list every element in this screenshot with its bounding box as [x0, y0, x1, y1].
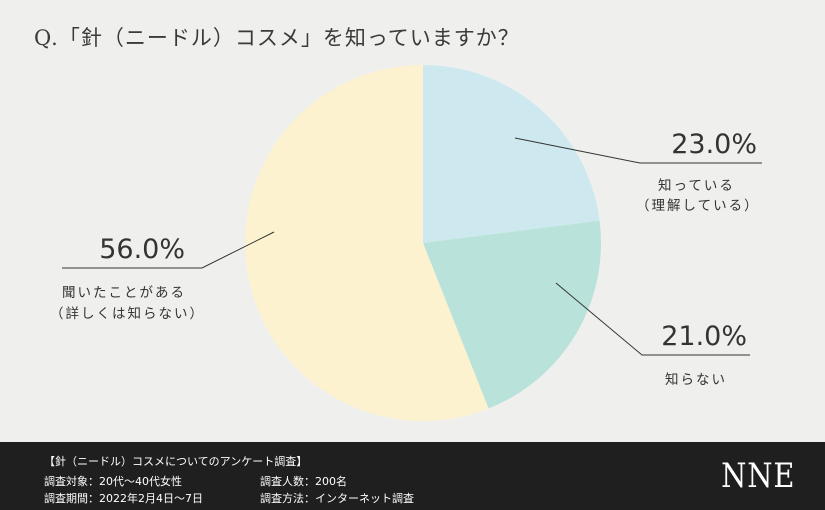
slice-percent-label-3: 56.0% [99, 234, 185, 265]
pie-slice-1 [423, 65, 600, 243]
footer-target: 調査対象：20代〜40代女性 [44, 475, 182, 488]
slice-category-label-1: 知っている [658, 177, 735, 194]
slice-category-sublabel-1: （理解している） [636, 198, 760, 214]
survey-footer: 【針（ニードル）コスメについてのアンケート調査】 調査対象：20代〜40代女性 … [0, 442, 825, 510]
footer-count: 調査人数：200名 [260, 475, 347, 488]
pie-slice-3 [245, 65, 489, 422]
slice-percent-label-2: 21.0% [661, 321, 747, 352]
slice-percent-label-1: 23.0% [671, 129, 757, 160]
slice-category-sublabel-3: （詳しくは知らない） [50, 305, 205, 322]
leader-line-2 [555, 282, 750, 356]
footer-method: 調査方法：インターネット調査 [260, 492, 414, 505]
pie-slice-2 [423, 220, 601, 409]
leader-line-1 [514, 137, 762, 164]
brand-logo: NNE [720, 456, 795, 496]
pie-chart: 23.0% 知っている （理解している） 21.0% 知らない 56.0% 聞いたことがある… [50, 65, 762, 422]
footer-period: 調査期間：2022年2月4日〜7日 [44, 492, 203, 505]
leader-line-3 [62, 231, 275, 269]
question-title: Q.「針（ニードル）コスメ」を知っていますか？ [34, 26, 520, 50]
slice-category-label-2: 知らない [665, 371, 727, 388]
slice-category-label-3: 聞いたことがある [62, 285, 186, 301]
footer-title: 【針（ニードル）コスメについてのアンケート調査】 [44, 455, 308, 468]
